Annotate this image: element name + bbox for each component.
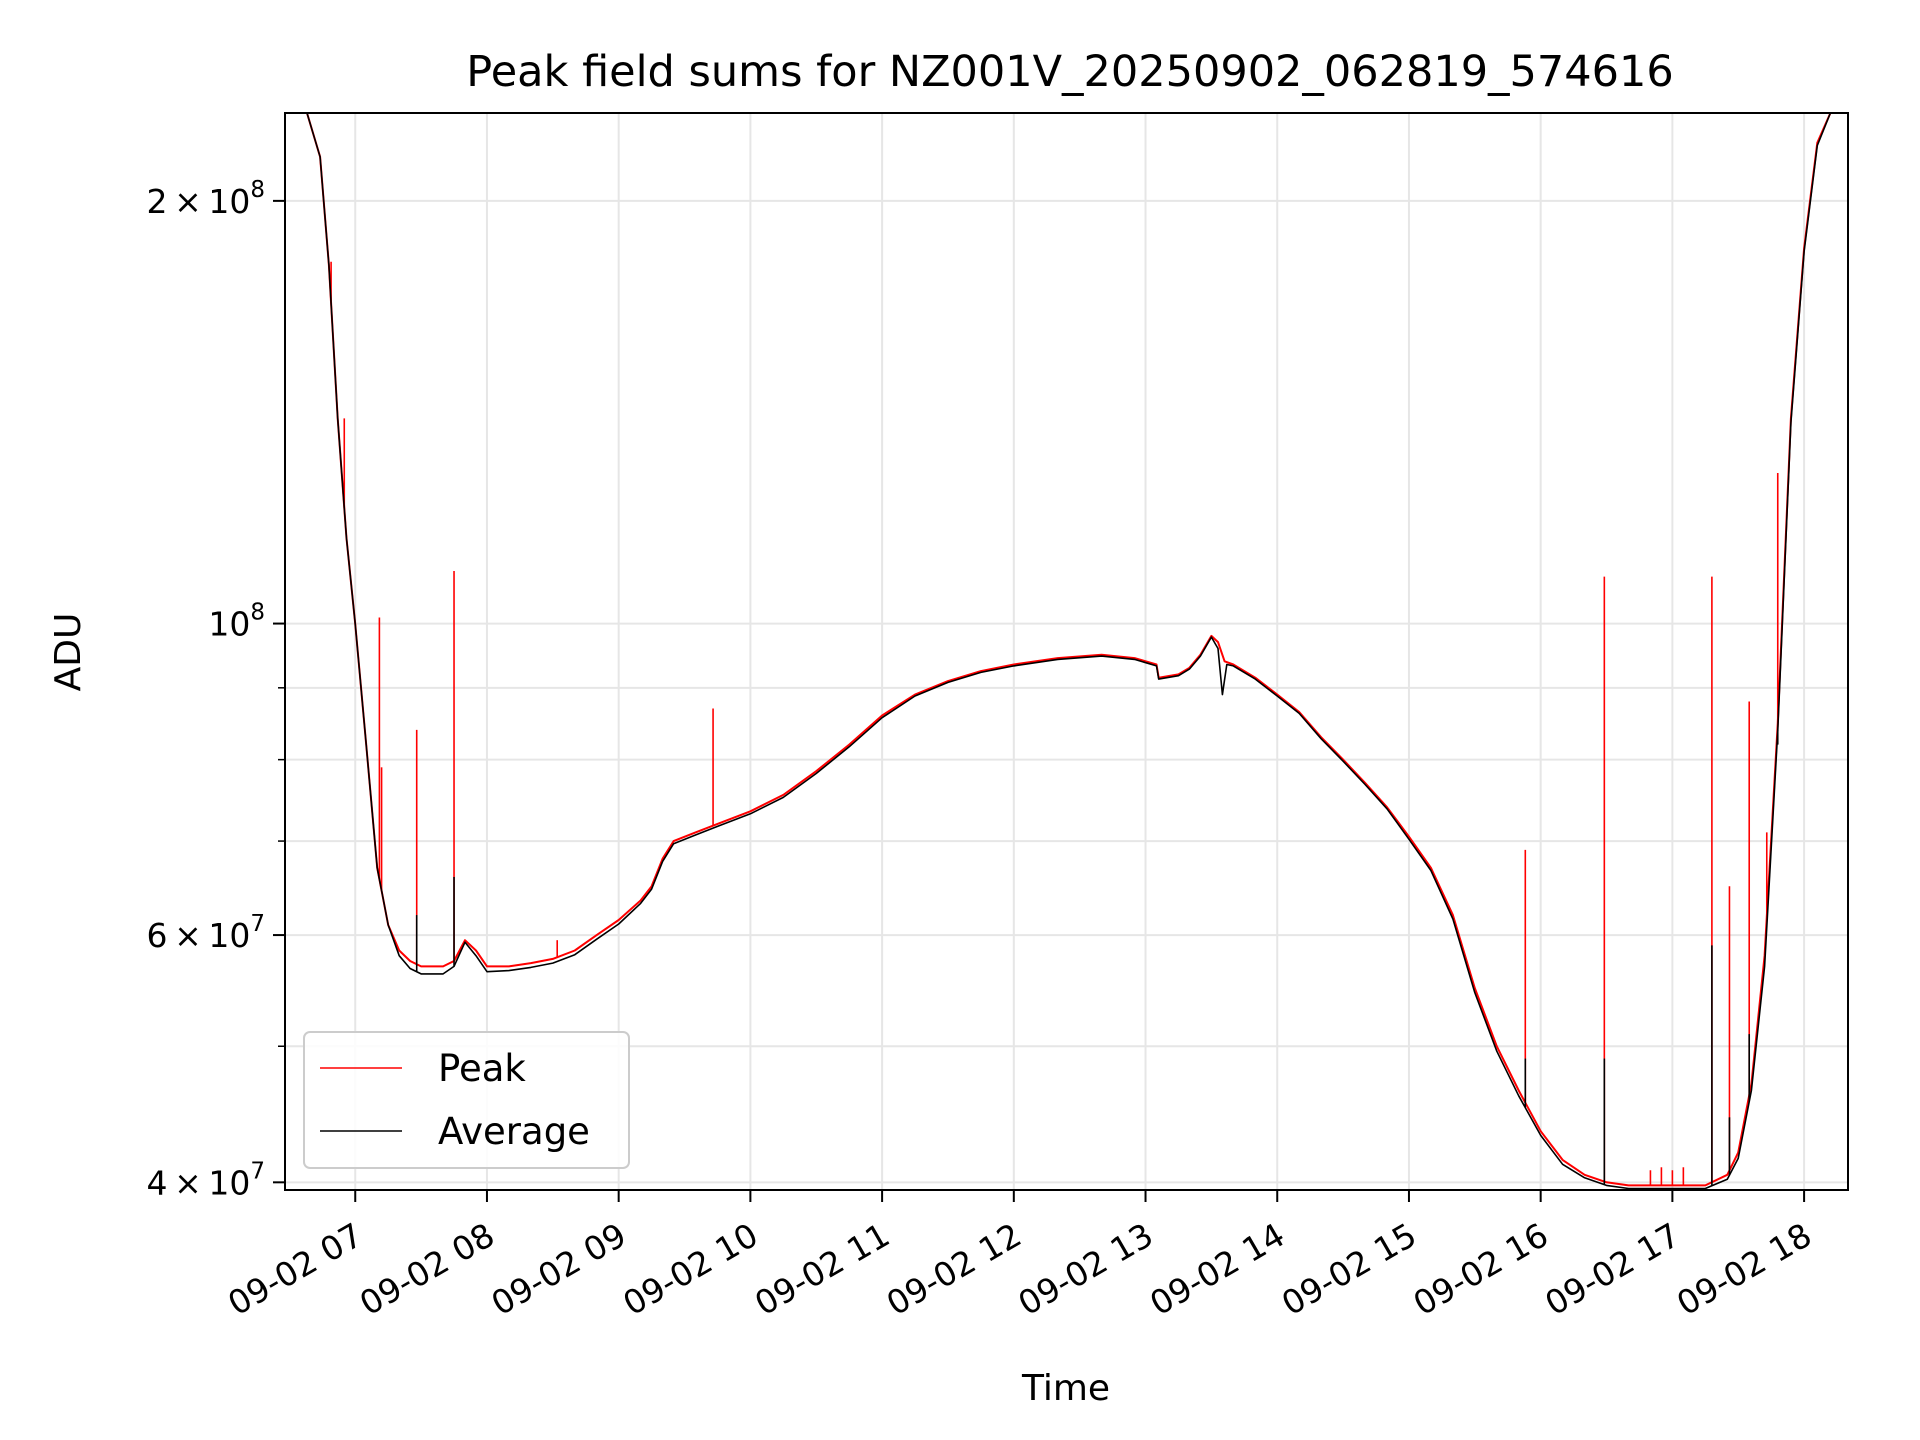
y-tick-label: 108	[208, 600, 265, 644]
legend-box	[303, 1031, 630, 1169]
x-axis-title: Time	[1021, 1368, 1110, 1409]
y-axis: 4 × 107 6 × 107 108 2 × 108	[147, 177, 285, 1202]
y-axis-title: ADU	[48, 613, 89, 692]
y-tick-label: 6 × 107	[147, 911, 265, 955]
legend-label-peak: Peak	[438, 1047, 526, 1090]
plot-area	[284, 112, 1849, 1191]
y-tick-label: 2 × 108	[147, 177, 265, 221]
legend-label-average: Average	[438, 1110, 590, 1153]
series-layer	[285, 113, 1848, 1190]
series-line-peak	[285, 113, 1848, 1187]
plot-background	[285, 113, 1848, 1190]
legend: Peak Average	[303, 1031, 630, 1169]
series-group	[285, 113, 1848, 1190]
series-line-average	[285, 113, 1848, 1190]
plot-frame	[284, 112, 1849, 1191]
grid	[285, 113, 1848, 1190]
chart-title: Peak field sums for NZ001V_20250902_0628…	[466, 47, 1673, 97]
y-tick-label: 4 × 107	[147, 1158, 265, 1202]
